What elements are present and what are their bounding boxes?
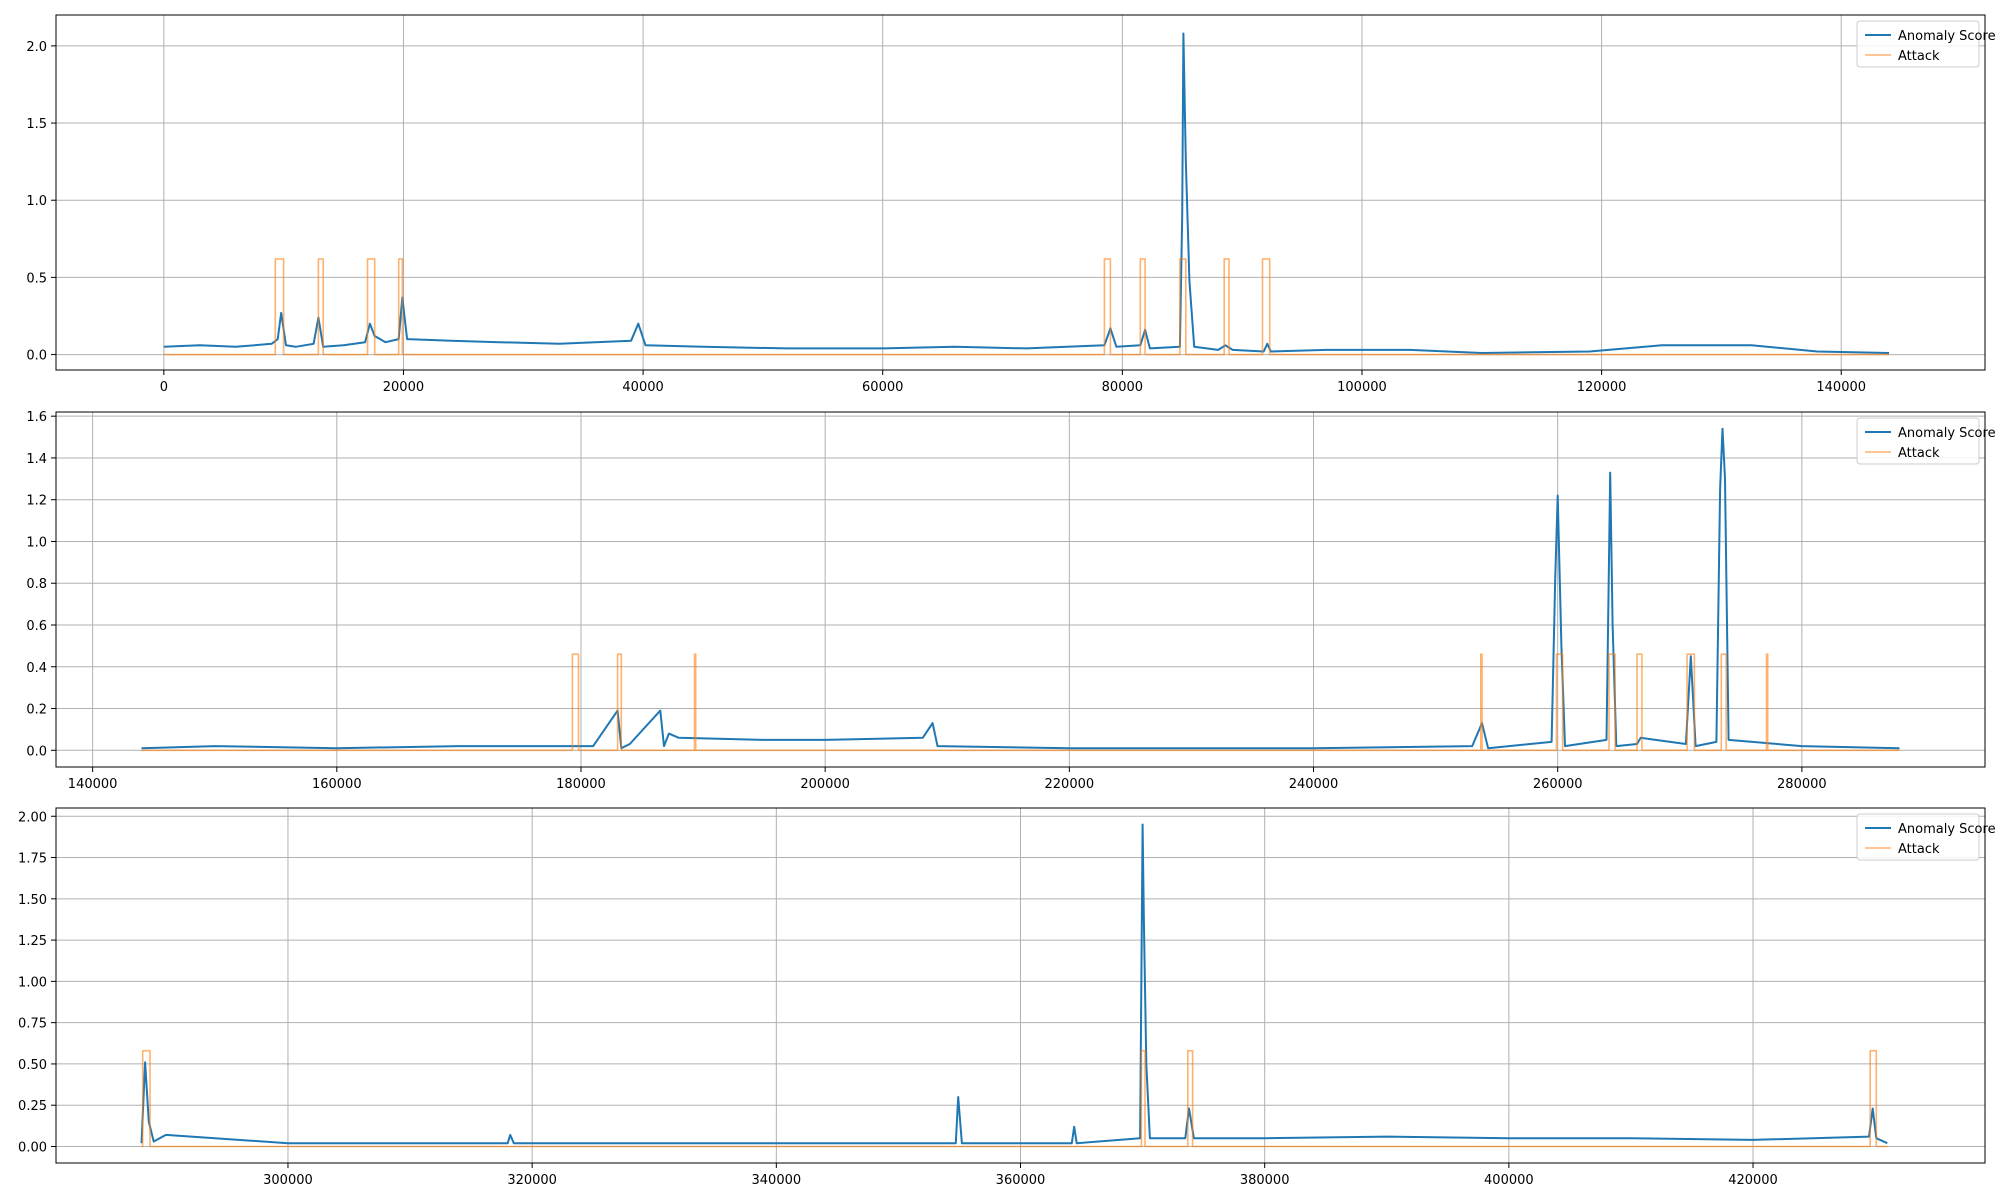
legend: Anomaly Score Attack	[1856, 417, 1996, 465]
x-tick-label: 420000	[1728, 1173, 1778, 1188]
x-tick-label: 200000	[800, 777, 850, 792]
x-tick-label: 80000	[1102, 380, 1143, 395]
x-tick-label: 20000	[383, 380, 424, 395]
axes-frame	[55, 411, 1986, 768]
legend-anomaly-score-label: Anomaly Score	[1898, 822, 1996, 837]
y-tick-label: 1.50	[18, 893, 47, 908]
y-tick-label: 1.0	[26, 194, 47, 209]
x-tick-label: 220000	[1045, 777, 1095, 792]
x-tick-label: 180000	[556, 777, 606, 792]
y-tick-label: 0.5	[26, 271, 47, 286]
axes-frame	[55, 14, 1986, 371]
attack-line	[141, 1049, 1888, 1148]
legend-anomaly-score-label: Anomaly Score	[1898, 426, 1996, 441]
chart-panel-3: 300000 320000 340000 360000 380000 400000 4200…	[18, 807, 1996, 1188]
legend-attack-label: Attack	[1898, 842, 1940, 857]
x-tick-label: 160000	[312, 777, 362, 792]
attack-line	[163, 258, 1890, 356]
attack-line	[141, 653, 1900, 752]
panels: 0 20000 40000 60000 80000 100000 120000 140000 0…	[18, 14, 1996, 1188]
legend-anomaly-score-label: Anomaly Score	[1898, 29, 1996, 44]
y-tick-label: 2.00	[18, 810, 47, 825]
y-tick-label: 0.0	[26, 744, 47, 759]
x-tick-label: 0	[160, 380, 168, 395]
chart-panel-1: 0 20000 40000 60000 80000 100000 120000 140000 0…	[26, 14, 1996, 395]
y-tick-label: 1.75	[18, 852, 47, 867]
x-tick-label: 60000	[862, 380, 903, 395]
chart-panel-2: 140000 160000 180000 200000 220000 240000 2600…	[26, 410, 1995, 792]
y-tick-label: 1.6	[26, 410, 47, 425]
y-tick-label: 0.00	[18, 1140, 47, 1155]
x-tick-label: 140000	[1816, 380, 1866, 395]
y-tick-label: 0.0	[26, 349, 47, 364]
y-tick-label: 0.4	[26, 661, 47, 676]
x-tick-label: 360000	[996, 1173, 1046, 1188]
legend: Anomaly Score Attack	[1856, 20, 1996, 68]
x-tick-label: 120000	[1577, 380, 1627, 395]
x-tick-label: 300000	[263, 1173, 313, 1188]
x-tick-label: 340000	[752, 1173, 802, 1188]
x-tick-label: 40000	[622, 380, 663, 395]
x-tick-label: 100000	[1337, 380, 1387, 395]
legend-attack-label: Attack	[1898, 446, 1940, 461]
x-tick-label: 240000	[1289, 777, 1339, 792]
x-tick-label: 260000	[1533, 777, 1583, 792]
y-tick-label: 0.25	[18, 1099, 47, 1114]
y-tick-label: 0.50	[18, 1058, 47, 1073]
anomaly-score-line	[141, 427, 1900, 750]
y-tick-label: 1.25	[18, 934, 47, 949]
legend: Anomaly Score Attack	[1856, 813, 1996, 861]
y-tick-label: 0.6	[26, 619, 47, 634]
y-tick-label: 1.00	[18, 975, 47, 990]
anomaly-score-line	[163, 32, 1890, 354]
y-tick-label: 1.5	[26, 117, 47, 132]
y-tick-label: 0.2	[26, 703, 47, 718]
legend-attack-label: Attack	[1898, 49, 1940, 64]
anomaly-score-line	[140, 823, 1888, 1145]
x-tick-label: 380000	[1240, 1173, 1290, 1188]
y-tick-label: 1.2	[26, 494, 47, 509]
y-tick-label: 1.4	[26, 452, 47, 467]
x-tick-label: 280000	[1777, 777, 1827, 792]
y-tick-label: 2.0	[26, 40, 47, 55]
x-tick-label: 400000	[1484, 1173, 1534, 1188]
y-tick-label: 0.75	[18, 1017, 47, 1032]
y-tick-label: 0.8	[26, 577, 47, 592]
y-tick-label: 1.0	[26, 535, 47, 550]
x-tick-label: 140000	[68, 777, 118, 792]
x-tick-label: 320000	[507, 1173, 557, 1188]
